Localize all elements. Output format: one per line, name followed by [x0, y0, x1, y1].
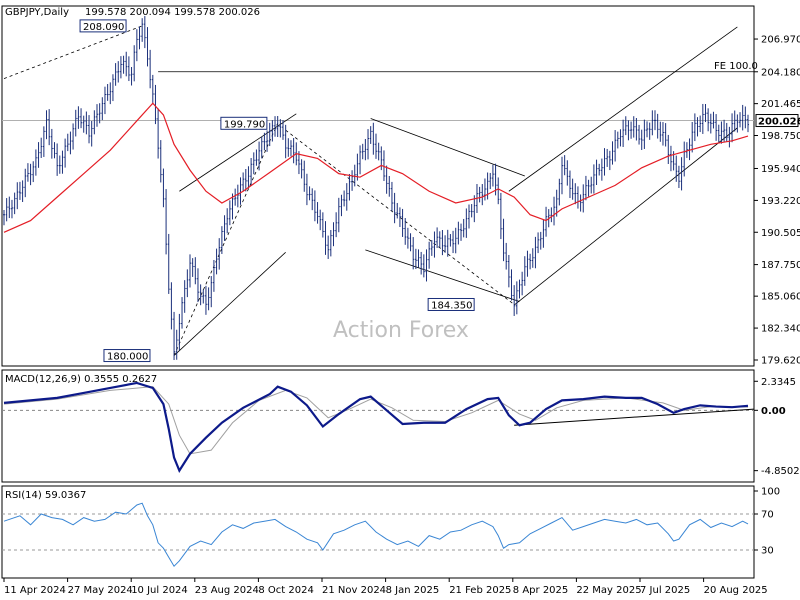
annotation-label: 208.090 — [83, 22, 124, 33]
price-annotations: 208.090 199.790 184.350 180.000 — [79, 19, 475, 363]
rsi-title: RSI(14) 59.0367 — [5, 490, 86, 501]
moving-average-line — [3, 102, 749, 233]
price-tick-label: 201.465 — [761, 99, 800, 110]
rsi-tick-label: 70 — [761, 510, 774, 521]
dashed-trend-to-208 — [3, 25, 143, 79]
time-tick-label: 7 Jul 2025 — [640, 585, 690, 596]
rsi-panel: RSI(14) 59.0367 100 70 30 — [1, 485, 780, 579]
candle-series — [3, 16, 749, 361]
macd-panel: MACD(12,26,9) 0.3555 0.2627 2.3345 0.00 -4… — [1, 369, 800, 483]
annotation-label: 184.350 — [431, 300, 472, 311]
falling-channel-upper — [370, 118, 525, 177]
macd-tick-label: 2.3345 — [761, 377, 796, 388]
annotation-box — [103, 349, 151, 363]
price-tick-label: 179.620 — [761, 356, 800, 367]
rsi-axis: 100 70 30 — [754, 487, 780, 557]
current-price-tag — [755, 114, 799, 128]
dashed-180-to-199 — [173, 123, 279, 356]
time-tick-label: 8 Oct 2024 — [258, 585, 313, 596]
fe-100-label: FE 100.0 — [714, 61, 758, 72]
time-tick-label: 8 Apr 2025 — [513, 585, 568, 596]
chart-ohlc: 199.578 200.094 199.578 200.026 — [85, 7, 260, 18]
price-tick-label: 185.060 — [761, 292, 800, 303]
price-tick-label: 193.220 — [761, 196, 800, 207]
annotation-box — [427, 297, 475, 311]
annotation-box — [220, 116, 268, 130]
time-tick-label: 21 Feb 2025 — [449, 585, 511, 596]
price-tick-label: 198.750 — [761, 131, 800, 142]
annotation-label: 199.790 — [224, 119, 265, 130]
macd-signal-line — [3, 386, 749, 455]
price-tick-label: 206.970 — [761, 35, 800, 46]
watermark: Action Forex — [333, 318, 469, 343]
time-tick-label: 23 Aug 2024 — [195, 585, 259, 596]
rising-channel-upper — [179, 113, 297, 192]
time-tick-label: 22 May 2025 — [576, 585, 641, 596]
time-tick-label: 11 Apr 2024 — [4, 585, 66, 596]
rising-channel-lower — [173, 251, 286, 356]
trend-lines — [3, 25, 738, 356]
new-channel-upper — [508, 26, 738, 192]
current-price-label: 200.026 — [758, 117, 800, 128]
price-tick-label: 195.940 — [761, 164, 800, 175]
time-tick-label: 27 May 2024 — [68, 585, 133, 596]
price-axis: 206.970 204.180 201.465 198.750 195.940 193.2… — [754, 35, 800, 367]
new-channel-lower — [513, 127, 738, 306]
price-tick-label: 182.340 — [761, 324, 800, 335]
macd-tick-label: -4.8502 — [761, 466, 800, 477]
falling-channel-lower — [365, 249, 520, 302]
rsi-panel-frame — [1, 485, 755, 579]
time-tick-label: 21 Nov 2024 — [322, 585, 386, 596]
macd-tick-label: 0.00 — [761, 406, 786, 417]
price-panel-frame — [1, 5, 755, 367]
price-tick-label: 187.750 — [761, 260, 800, 271]
macd-line — [3, 381, 749, 474]
annotation-box — [79, 19, 127, 33]
chart-symbol: GBPJPY,Daily — [5, 7, 69, 18]
macd-trend-line — [514, 408, 755, 426]
price-panel: Action Forex FE 100.0 208.090 199.790 184.… — [1, 5, 800, 367]
macd-title: MACD(12,26,9) 0.3555 0.2627 — [5, 374, 157, 385]
time-tick-label: 8 Jan 2025 — [386, 585, 440, 596]
rsi-tick-label: 100 — [761, 487, 780, 498]
time-tick-label: 20 Aug 2025 — [704, 585, 768, 596]
rsi-levels — [2, 513, 754, 551]
price-tick-label: 190.505 — [761, 228, 800, 239]
rsi-tick-label: 30 — [761, 546, 774, 557]
rsi-line — [3, 502, 749, 568]
price-tick-label: 204.180 — [761, 67, 800, 78]
time-tick-label: 10 Jul 2024 — [131, 585, 188, 596]
macd-axis: 2.3345 0.00 -4.8502 — [754, 377, 800, 477]
annotation-label: 180.000 — [107, 352, 148, 363]
